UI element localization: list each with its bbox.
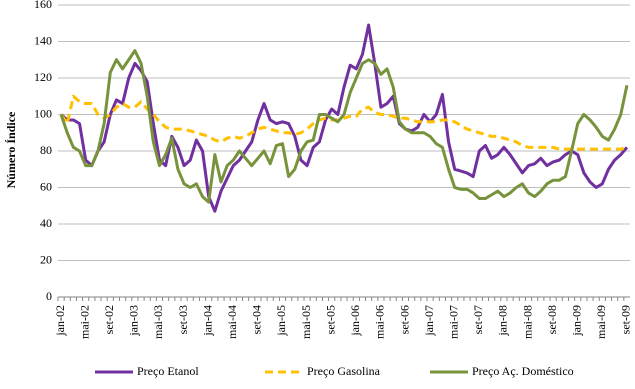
x-tick-label: set-06 <box>397 305 411 334</box>
series-line <box>60 23 629 213</box>
x-tick-label: mai-03 <box>151 305 165 339</box>
x-tick-label: set-02 <box>102 305 116 334</box>
x-tick-label: mai-05 <box>299 305 313 339</box>
legend-label: Preço Aç. Doméstico <box>472 364 574 378</box>
y-tick-label: 100 <box>34 106 52 120</box>
x-tick-label: jan-04 <box>200 305 214 337</box>
x-tick-label: set-08 <box>545 305 559 334</box>
y-tick-label: 160 <box>34 0 52 11</box>
x-tick-label: jan-06 <box>348 305 362 337</box>
x-tick-label: set-04 <box>250 305 264 334</box>
x-tick-label: set-09 <box>619 305 633 334</box>
y-tick-label: 140 <box>34 33 52 47</box>
x-tick-label: mai-08 <box>520 305 534 339</box>
x-tick-label: set-07 <box>471 305 485 334</box>
y-tick-label: 80 <box>40 143 52 157</box>
x-tick-label: set-03 <box>176 305 190 334</box>
x-tick-label: jan-03 <box>127 305 141 337</box>
x-tick-label: mai-06 <box>373 305 387 339</box>
x-tick-label: jan-05 <box>274 305 288 337</box>
y-tick-label: 60 <box>40 179 52 193</box>
series-line <box>59 94 628 151</box>
x-tick-label: mai-09 <box>594 305 608 339</box>
x-tick-label: jan-02 <box>53 305 67 337</box>
y-tick-label: 120 <box>34 70 52 84</box>
series-line <box>59 49 629 204</box>
y-axis-label: Número Índice <box>4 111 18 188</box>
x-tick-label: mai-07 <box>446 305 460 339</box>
y-tick-label: 40 <box>40 216 52 230</box>
legend-label: Preço Gasolina <box>307 364 381 378</box>
y-tick-label: 20 <box>40 252 52 266</box>
legend-label: Preço Etanol <box>137 364 199 378</box>
x-tick-label: mai-02 <box>77 305 91 339</box>
y-tick-label: 0 <box>46 289 52 303</box>
x-tick-label: jan-08 <box>496 305 510 337</box>
x-tick-label: jan-07 <box>422 305 436 337</box>
x-tick-label: jan-09 <box>569 305 583 337</box>
x-tick-label: set-05 <box>323 305 337 334</box>
x-tick-label: mai-04 <box>225 305 239 339</box>
